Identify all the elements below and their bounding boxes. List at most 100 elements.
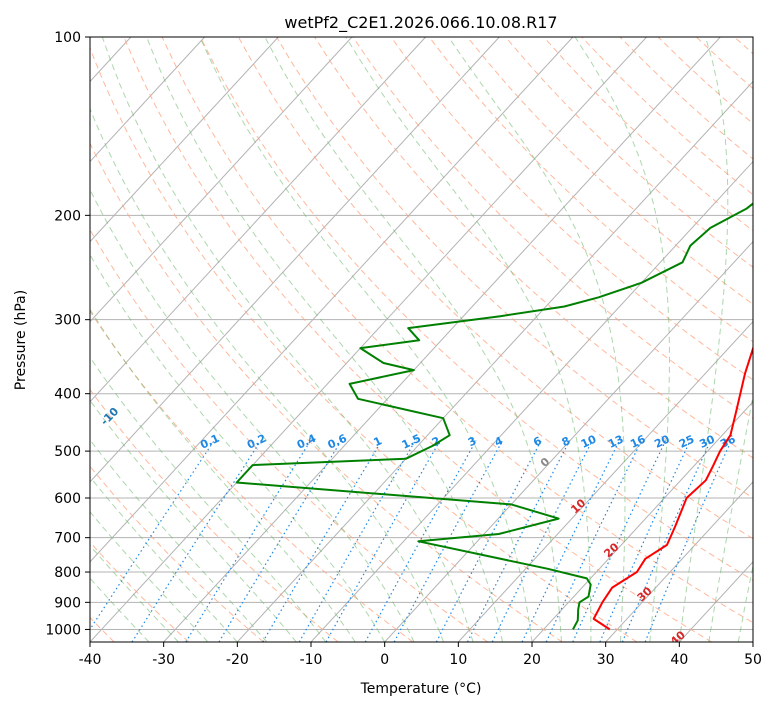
x-tick-label: -40: [79, 652, 102, 668]
mixing-ratio-line: [364, 440, 477, 642]
dry-adiabat-line: [657, 37, 753, 125]
mixing-ratio-label: 25: [677, 433, 696, 451]
y-tick-label: 400: [54, 387, 81, 403]
y-tick-label: 200: [54, 208, 81, 224]
x-tick-label: 40: [670, 652, 688, 668]
y-tick-label: 100: [54, 30, 81, 46]
moist-adiabat-line: [678, 37, 729, 642]
x-tick-label: -10: [300, 652, 323, 668]
x-axis-ticks: -40 -30 -20 -10 0 10 20 30 40 50: [79, 642, 762, 668]
dry-adiabat-line: [199, 37, 753, 581]
moist-adiabat-line: [199, 37, 533, 642]
profile-series: [235, 202, 753, 631]
mixing-ratio-line: [521, 440, 621, 642]
moist-adiabat-line: [101, 37, 474, 642]
y-tick-label: 1000: [45, 622, 81, 638]
moist-adiabat-line: [708, 393, 753, 642]
isotherm-line: [384, 240, 753, 642]
moist-adiabat-line: [447, 37, 626, 642]
mixing-ratio-line: [435, 440, 542, 642]
isotherm-line: [90, 37, 500, 483]
isotherm-line: [90, 37, 574, 563]
dry-adiabat-line: [161, 37, 753, 624]
x-axis-label: Temperature (°C): [360, 681, 482, 697]
temperature-line: [592, 345, 753, 631]
moist-adiabats: [90, 37, 753, 642]
plot-area: 0.10.20.40.611.52346810131620253036-100-…: [90, 37, 753, 642]
dry-adiabat-line: [505, 37, 753, 268]
moist-adiabat-line: [90, 308, 356, 642]
dry-adiabat-line: [352, 37, 753, 420]
y-axis-ticks: 100 200 300 400 500 600 700 800 900 1000: [45, 30, 90, 638]
dry-adiabat-line: [695, 37, 753, 90]
mixing-ratio-line: [262, 440, 383, 642]
x-tick-label: 30: [597, 652, 615, 668]
dry-adiabat-line: [428, 37, 753, 343]
dry-adiabat-line: [390, 37, 753, 381]
mixing-ratio-line: [131, 440, 262, 642]
moist-adiabat-line: [146, 37, 503, 642]
isotherm-line: [678, 561, 753, 642]
dry-adiabat-line: [90, 46, 638, 642]
isotherm-line: [752, 641, 753, 642]
moist-adiabat-line: [264, 37, 562, 642]
dry-adiabat-line: [90, 142, 563, 642]
isotherm-line: [531, 401, 753, 642]
isotherm-line: [236, 80, 753, 642]
isotherm-line: [90, 37, 279, 243]
y-tick-label: 800: [54, 565, 81, 581]
moist-adiabat-line: [90, 356, 327, 642]
chart-title: wetPf2_C2E1.2026.066.10.08.R17: [284, 13, 557, 33]
moist-adiabat-line: [90, 439, 268, 642]
plot-frame: [89, 36, 754, 643]
dry-adiabat-line: [90, 465, 264, 642]
dry-adiabat-line: [734, 37, 753, 55]
mixing-ratio-label: 8: [560, 434, 572, 449]
moist-adiabat-line: [90, 253, 386, 642]
isotherm-line: [605, 481, 753, 642]
mixing-ratio-line: [491, 440, 593, 642]
isotherm-label: 10: [568, 496, 588, 516]
y-tick-label: 600: [54, 491, 81, 507]
mixing-ratio-label: 1: [372, 434, 384, 449]
y-axis-label: Pressure (hPa): [13, 290, 29, 390]
moist-adiabat-line: [90, 476, 238, 642]
background-line-labels: 0.10.20.40.611.52346810131620253036-100-…: [98, 405, 738, 642]
dry-adiabat-line: [90, 541, 190, 642]
mixing-ratio-line: [572, 440, 667, 642]
mixing-ratio-line: [185, 440, 312, 642]
mixing-ratio-label: 20: [652, 432, 672, 450]
moist-adiabat-line: [90, 511, 209, 642]
dry-adiabat-line: [90, 388, 339, 642]
x-tick-label: 20: [523, 652, 541, 668]
moist-adiabat-line: [90, 399, 297, 642]
mixing-ratio-label: 1.5: [400, 432, 423, 452]
dry-adiabat-line: [619, 37, 753, 160]
mixing-ratio-label: 4: [493, 434, 506, 449]
dry-adiabats: [90, 37, 753, 642]
dry-adiabat-line: [466, 37, 753, 305]
y-tick-label: 700: [54, 531, 81, 547]
dry-adiabat-line: [90, 228, 488, 642]
mixing-ratio-line: [545, 440, 643, 642]
isotherm-line: [90, 37, 647, 642]
mixing-ratio-label: 30: [697, 432, 717, 450]
x-tick-label: 10: [449, 652, 467, 668]
isotherm-label: 20: [601, 540, 621, 560]
mixing-ratio-line: [621, 440, 712, 642]
dry-adiabat-line: [237, 37, 753, 540]
mixing-ratio-line: [644, 440, 732, 642]
moist-adiabat-line: [737, 563, 753, 642]
y-tick-label: 900: [54, 595, 81, 611]
mixing-ratio-line: [298, 440, 416, 642]
mixing-ratio-label: 13: [606, 433, 625, 451]
mixing-ratio-line: [325, 440, 441, 642]
dry-adiabat-label: -10: [98, 405, 121, 428]
dewpoint-line: [235, 202, 753, 630]
dry-adiabat-line: [276, 37, 753, 499]
x-tick-label: 50: [744, 652, 762, 668]
mixing-ratio-label: 10: [579, 432, 599, 450]
dry-adiabat-line: [123, 37, 712, 642]
x-tick-label: -30: [152, 652, 175, 668]
